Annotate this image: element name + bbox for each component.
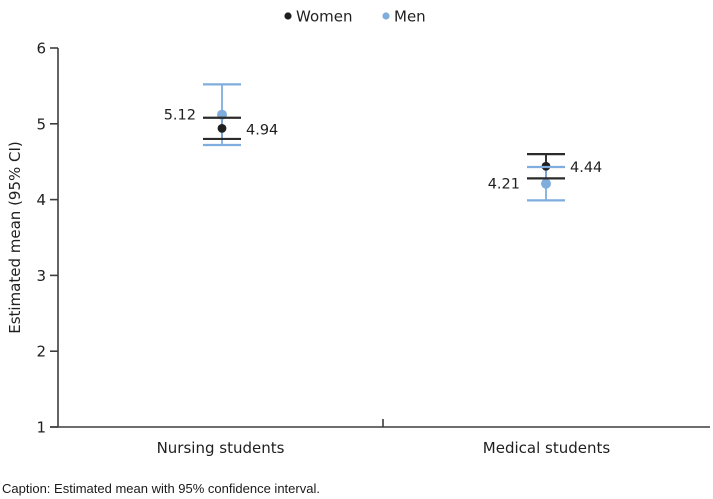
legend-marker-women [284, 12, 292, 20]
x-category-label-nursing-students: Nursing students [157, 439, 285, 457]
y-tick-label: 4 [36, 191, 46, 209]
mean-dot-women-nursing-students [217, 123, 227, 133]
value-label-women-nursing-students: 4.94 [246, 122, 278, 138]
value-label-women-medical-students: 4.44 [570, 160, 602, 176]
mean-dot-men-medical-students [541, 178, 551, 189]
y-tick-label: 3 [36, 267, 46, 285]
y-tick-label: 1 [36, 419, 46, 437]
value-label-men-medical-students: 4.21 [488, 177, 520, 193]
x-category-label-medical-students: Medical students [483, 439, 611, 457]
chart-canvas: Women Men 6 5 4 3 2 1 Estimated mean (95% CI) Nur… [6, 8, 710, 457]
y-tick-label: 5 [36, 115, 46, 133]
legend-label-men: Men [394, 8, 426, 26]
y-axis-title: Estimated mean (95% CI) [6, 141, 24, 334]
legend-label-women: Women [296, 8, 352, 26]
y-tick-label: 2 [36, 343, 46, 361]
legend-marker-men [382, 12, 390, 20]
figure-caption: Caption: Estimated mean with 95% confide… [2, 481, 320, 496]
y-tick-label: 6 [36, 40, 46, 58]
value-label-men-nursing-students: 5.12 [164, 108, 196, 124]
